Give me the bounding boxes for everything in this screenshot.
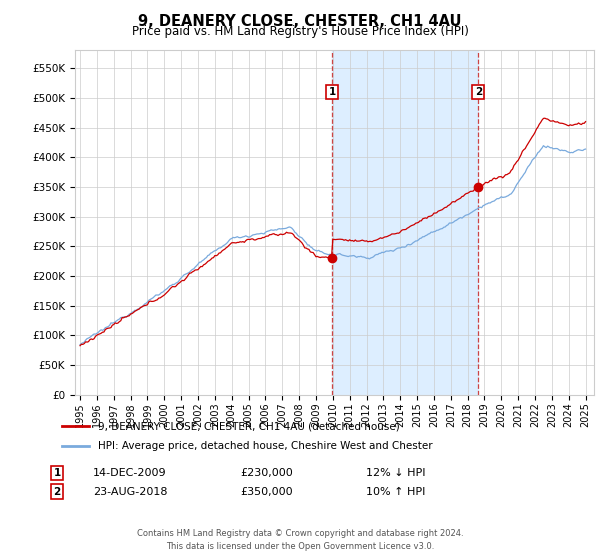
Text: 9, DEANERY CLOSE, CHESTER, CH1 4AU: 9, DEANERY CLOSE, CHESTER, CH1 4AU bbox=[138, 14, 462, 29]
Text: £350,000: £350,000 bbox=[240, 487, 293, 497]
Bar bbox=[332, 50, 478, 395]
Text: 23-AUG-2018: 23-AUG-2018 bbox=[93, 487, 167, 497]
Text: 1: 1 bbox=[328, 87, 335, 97]
Text: £230,000: £230,000 bbox=[240, 468, 293, 478]
Text: Contains HM Land Registry data © Crown copyright and database right 2024.
This d: Contains HM Land Registry data © Crown c… bbox=[137, 529, 463, 550]
Text: HPI: Average price, detached house, Cheshire West and Chester: HPI: Average price, detached house, Ches… bbox=[98, 441, 433, 451]
Text: 2: 2 bbox=[53, 487, 61, 497]
Text: 12% ↓ HPI: 12% ↓ HPI bbox=[366, 468, 425, 478]
Text: 10% ↑ HPI: 10% ↑ HPI bbox=[366, 487, 425, 497]
Text: Price paid vs. HM Land Registry's House Price Index (HPI): Price paid vs. HM Land Registry's House … bbox=[131, 25, 469, 38]
Text: 1: 1 bbox=[53, 468, 61, 478]
Text: 2: 2 bbox=[475, 87, 482, 97]
Text: 9, DEANERY CLOSE, CHESTER, CH1 4AU (detached house): 9, DEANERY CLOSE, CHESTER, CH1 4AU (deta… bbox=[98, 421, 400, 431]
Text: 14-DEC-2009: 14-DEC-2009 bbox=[93, 468, 167, 478]
